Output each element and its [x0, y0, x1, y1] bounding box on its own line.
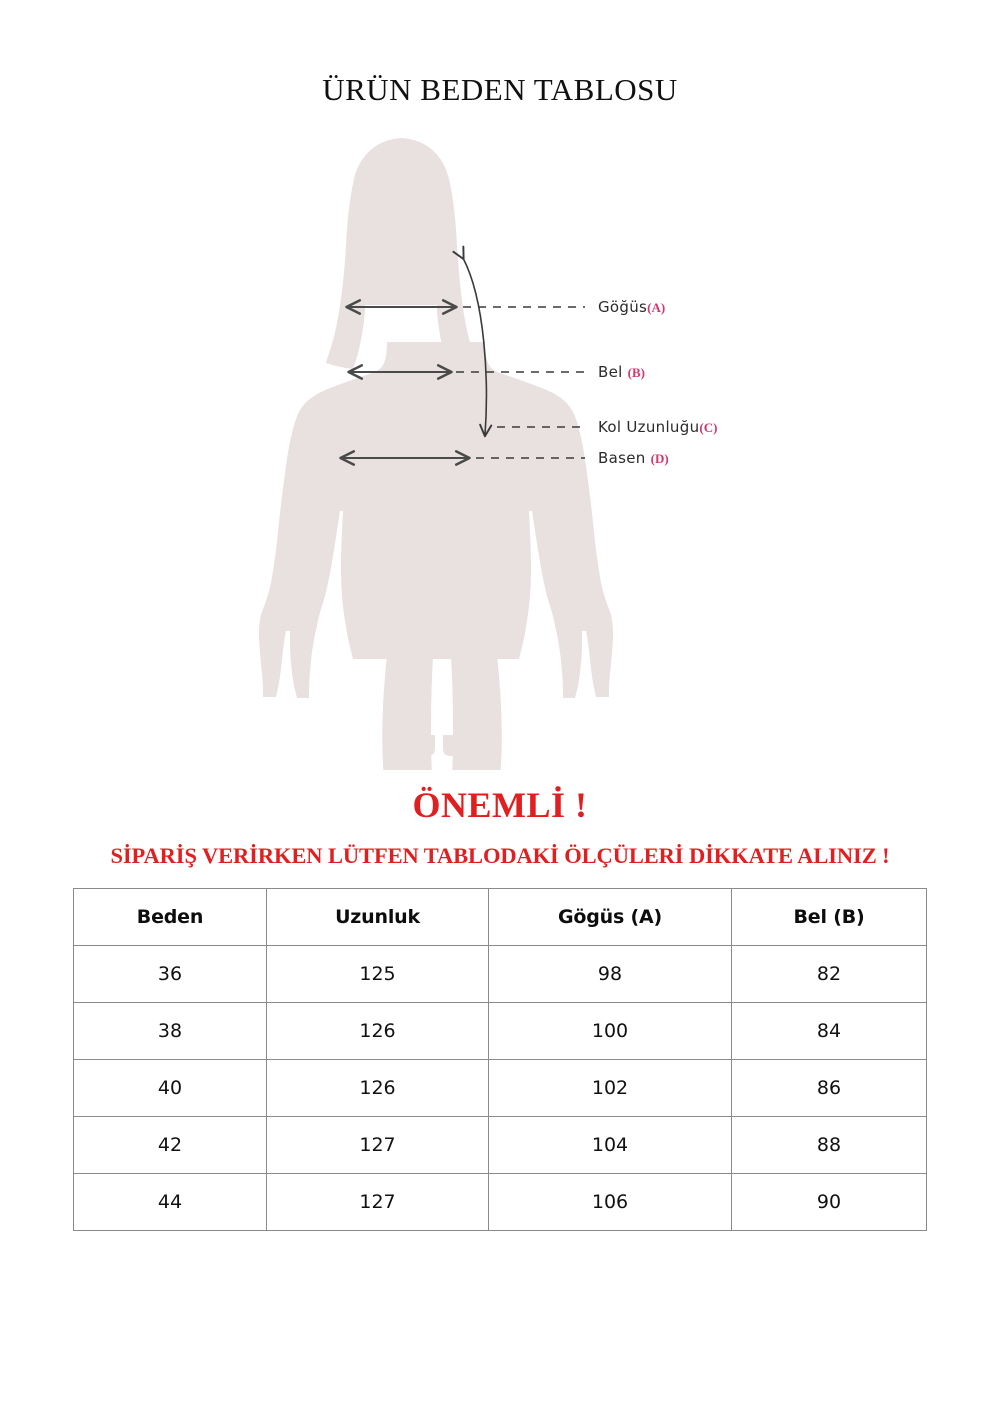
table-row: 38 126 100 84 — [73, 1002, 927, 1060]
measure-label-hips: Basen (D) — [598, 449, 669, 467]
cell-bel: 82 — [731, 945, 927, 1003]
cell-beden: 44 — [73, 1173, 267, 1231]
important-subline: SİPARİŞ VERİRKEN LÜTFEN TABLODAKİ ÖLÇÜLE… — [110, 843, 890, 868]
cell-beden: 42 — [73, 1116, 267, 1174]
measure-label-sleeve-length-text: Kol Uzunluğu — [598, 418, 700, 436]
measure-label-waist: Bel (B) — [598, 363, 645, 381]
table-row: 42 127 104 88 — [73, 1116, 927, 1174]
body-measurement-diagram: Göğüs(A) Bel (B) Kol Uzunluğu(C) Basen (… — [0, 130, 1000, 770]
table-row: 44 127 106 90 — [73, 1173, 927, 1231]
measure-code-sleeve-length: (C) — [699, 420, 718, 435]
page-title: ÜRÜN BEDEN TABLOSU — [322, 72, 678, 107]
silhouette-svg — [259, 138, 613, 770]
measure-code-waist: (B) — [627, 365, 646, 380]
cell-gogus: 102 — [488, 1059, 732, 1117]
cell-uzunluk: 125 — [266, 945, 489, 1003]
cell-bel: 88 — [731, 1116, 927, 1174]
cell-beden: 40 — [73, 1059, 267, 1117]
measure-label-hips-text: Basen — [598, 449, 646, 467]
cell-gogus: 100 — [488, 1002, 732, 1060]
cell-beden: 36 — [73, 945, 267, 1003]
cell-gogus: 106 — [488, 1173, 732, 1231]
cell-gogus: 98 — [488, 945, 732, 1003]
cell-bel: 90 — [731, 1173, 927, 1231]
cell-beden: 38 — [73, 1002, 267, 1060]
measure-code-chest: (A) — [647, 300, 666, 315]
size-table-container: Beden Uzunluk Gögüs (A) Bel (B) 36 125 9… — [73, 888, 927, 1231]
cell-uzunluk: 126 — [266, 1059, 489, 1117]
cell-gogus: 104 — [488, 1116, 732, 1174]
cell-bel: 86 — [731, 1059, 927, 1117]
measure-label-chest-text: Göğüs — [598, 298, 648, 316]
cell-uzunluk: 126 — [266, 1002, 489, 1060]
female-body-silhouette — [259, 138, 613, 770]
column-header-uzunluk: Uzunluk — [266, 888, 489, 946]
column-header-gogus: Gögüs (A) — [488, 888, 732, 946]
measure-label-waist-text: Bel — [598, 363, 623, 381]
table-header-row: Beden Uzunluk Gögüs (A) Bel (B) — [73, 888, 927, 946]
measure-code-hips: (D) — [650, 451, 669, 466]
measure-label-chest: Göğüs(A) — [598, 298, 665, 316]
column-header-beden: Beden — [73, 888, 267, 946]
size-table: Beden Uzunluk Gögüs (A) Bel (B) 36 125 9… — [73, 888, 927, 1231]
table-row: 36 125 98 82 — [73, 945, 927, 1003]
cell-uzunluk: 127 — [266, 1116, 489, 1174]
cell-bel: 84 — [731, 1002, 927, 1060]
important-headline: ÖNEMLİ ! — [412, 785, 588, 825]
measure-label-sleeve-length: Kol Uzunluğu(C) — [598, 418, 717, 436]
table-row: 40 126 102 86 — [73, 1059, 927, 1117]
cell-uzunluk: 127 — [266, 1173, 489, 1231]
sleeve-length-measure-arrow — [452, 245, 493, 438]
column-header-bel: Bel (B) — [731, 888, 927, 946]
